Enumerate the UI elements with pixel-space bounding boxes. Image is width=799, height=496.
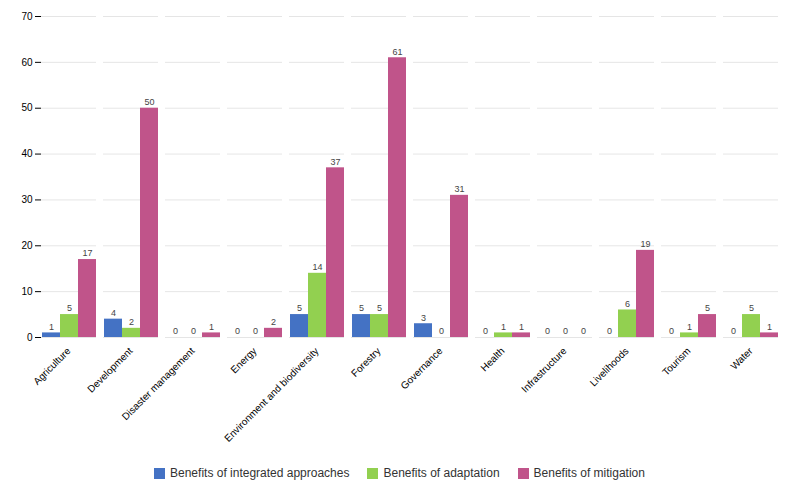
- svg-text:0: 0: [607, 326, 612, 336]
- svg-text:Agriculture: Agriculture: [31, 345, 73, 387]
- svg-text:Forestry: Forestry: [349, 345, 383, 379]
- svg-text:Development: Development: [85, 345, 135, 395]
- svg-text:Energy: Energy: [228, 345, 258, 375]
- svg-text:5: 5: [359, 303, 364, 313]
- svg-text:37: 37: [330, 157, 340, 167]
- svg-text:Environment and biodiversity: Environment and biodiversity: [222, 345, 321, 444]
- svg-text:50: 50: [144, 97, 154, 107]
- svg-text:17: 17: [82, 248, 92, 258]
- svg-text:5: 5: [297, 303, 302, 313]
- svg-text:50: 50: [21, 102, 33, 113]
- svg-text:1: 1: [501, 322, 506, 332]
- svg-text:0: 0: [669, 326, 674, 336]
- svg-text:Tourism: Tourism: [660, 345, 693, 378]
- svg-text:3: 3: [421, 313, 426, 323]
- svg-text:10: 10: [21, 286, 33, 297]
- svg-text:5: 5: [67, 303, 72, 313]
- svg-text:4: 4: [111, 308, 116, 318]
- html-text:Benefits of adaptation: Benefits of adaptation: [383, 466, 500, 480]
- svg-text:6: 6: [625, 299, 630, 309]
- svg-text:0: 0: [563, 326, 568, 336]
- svg-text:Health: Health: [478, 345, 506, 373]
- svg-text:Infrastructure: Infrastructure: [519, 345, 569, 395]
- html-text:Benefits of mitigation: Benefits of mitigation: [533, 466, 645, 480]
- svg-text:61: 61: [392, 47, 402, 57]
- svg-text:31: 31: [454, 184, 464, 194]
- svg-text:19: 19: [640, 239, 650, 249]
- svg-text:0: 0: [545, 326, 550, 336]
- svg-text:40: 40: [21, 148, 33, 159]
- svg-text:0: 0: [439, 326, 444, 336]
- svg-text:Governance: Governance: [398, 345, 445, 392]
- svg-text:0: 0: [27, 332, 33, 343]
- svg-text:30: 30: [21, 194, 33, 205]
- svg-text:Water: Water: [728, 345, 755, 372]
- svg-text:1: 1: [519, 322, 524, 332]
- svg-text:5: 5: [377, 303, 382, 313]
- svg-text:1: 1: [687, 322, 692, 332]
- svg-text:0: 0: [581, 326, 586, 336]
- svg-text:70: 70: [21, 11, 33, 22]
- svg-text:1: 1: [767, 322, 772, 332]
- html-text:Benefits of integrated approac: Benefits of integrated approaches: [170, 466, 350, 480]
- svg-text:2: 2: [129, 317, 134, 327]
- svg-text:1: 1: [209, 322, 214, 332]
- svg-text:5: 5: [705, 303, 710, 313]
- svg-text:1: 1: [49, 322, 54, 332]
- svg-text:5: 5: [749, 303, 754, 313]
- svg-text:Disaster management: Disaster management: [120, 345, 197, 422]
- svg-text:14: 14: [312, 262, 322, 272]
- svg-text:0: 0: [731, 326, 736, 336]
- svg-text:0: 0: [483, 326, 488, 336]
- svg-text:2: 2: [271, 317, 276, 327]
- svg-text:0: 0: [173, 326, 178, 336]
- svg-text:0: 0: [191, 326, 196, 336]
- svg-text:Livelihoods: Livelihoods: [588, 345, 631, 388]
- svg-text:0: 0: [253, 326, 258, 336]
- svg-text:60: 60: [21, 57, 33, 68]
- svg-text:20: 20: [21, 240, 33, 251]
- svg-text:0: 0: [235, 326, 240, 336]
